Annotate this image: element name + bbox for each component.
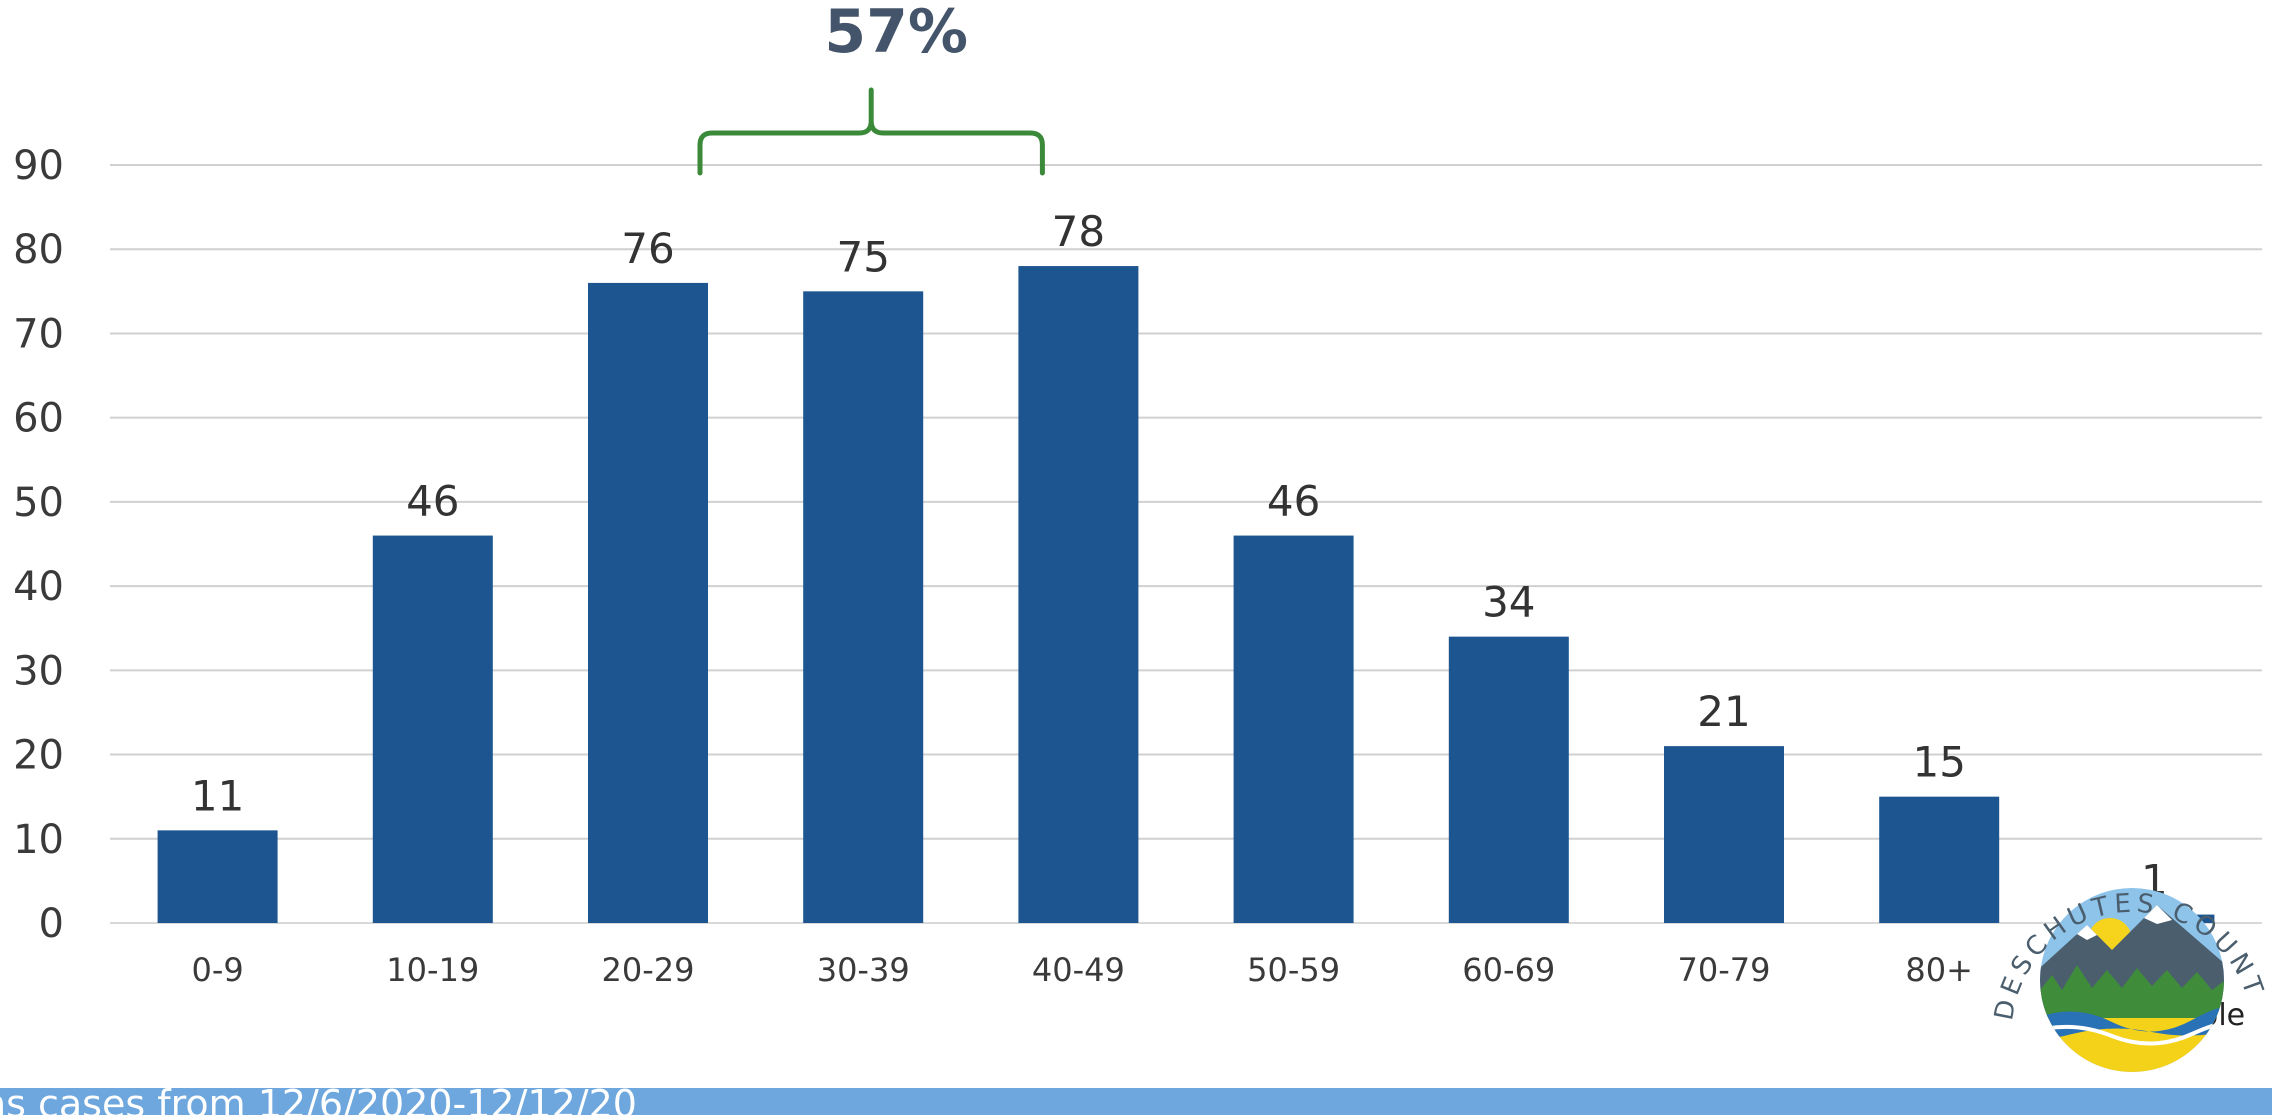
bracket xyxy=(697,87,1045,176)
x-tick-label: 70-79 xyxy=(1678,951,1771,989)
bars xyxy=(157,266,2215,924)
footer-banner: ns cases from 12/6/2020-12/12/20 xyxy=(0,1088,2272,1115)
y-tick-label: 20 xyxy=(13,733,64,779)
callout-label: 57% xyxy=(824,0,968,67)
bar xyxy=(1664,746,1784,923)
footer-text: ns cases from 12/6/2020-12/12/20 xyxy=(0,1088,637,1115)
y-tick-label: 30 xyxy=(13,648,64,694)
bar xyxy=(157,830,278,923)
data-label: 46 xyxy=(406,477,459,526)
x-axis: 0-9 10-19 20-29 30-39 40-49 50-59 60-69 70-79 80… xyxy=(191,951,2245,1033)
y-tick-label: 70 xyxy=(13,311,64,357)
y-axis: 0 10 20 30 40 50 60 70 80 90 xyxy=(13,143,64,947)
x-tick-label: 20-29 xyxy=(602,951,695,989)
data-label: 75 xyxy=(836,232,889,281)
x-tick-label: 50-59 xyxy=(1247,951,1340,989)
x-tick-label: 30-39 xyxy=(817,951,910,989)
y-tick-label: 80 xyxy=(13,227,64,273)
x-tick-label: 60-69 xyxy=(1462,951,1555,989)
bar xyxy=(372,535,493,923)
y-tick-label: 50 xyxy=(13,480,64,526)
data-label: 78 xyxy=(1052,207,1105,256)
bar xyxy=(1879,796,2000,923)
y-tick-label: 60 xyxy=(13,396,64,442)
data-label: 34 xyxy=(1482,578,1535,627)
bar xyxy=(803,291,924,923)
x-tick-label: 10-19 xyxy=(386,951,479,989)
y-tick-label: 40 xyxy=(13,564,64,610)
x-tick-label: 80+ xyxy=(1905,951,1973,989)
data-label: 76 xyxy=(621,224,674,273)
data-label: 15 xyxy=(1912,738,1965,787)
y-tick-label: 0 xyxy=(39,901,64,947)
x-tick-label: 40-49 xyxy=(1032,951,1125,989)
bar xyxy=(1018,266,1139,924)
y-tick-label: 90 xyxy=(13,143,64,189)
bar xyxy=(1233,535,1354,923)
data-label: 21 xyxy=(1697,687,1750,736)
percentage-callout: 57% xyxy=(697,0,1045,176)
y-tick-label: 10 xyxy=(13,817,64,863)
bar xyxy=(1448,636,1569,923)
bar xyxy=(588,282,708,923)
data-label: 11 xyxy=(191,771,244,820)
deschutes-county-logo: DESCHUTES COUNTY xyxy=(1989,888,2265,1072)
x-tick-label: 0-9 xyxy=(191,951,243,989)
data-label: 46 xyxy=(1267,477,1320,526)
